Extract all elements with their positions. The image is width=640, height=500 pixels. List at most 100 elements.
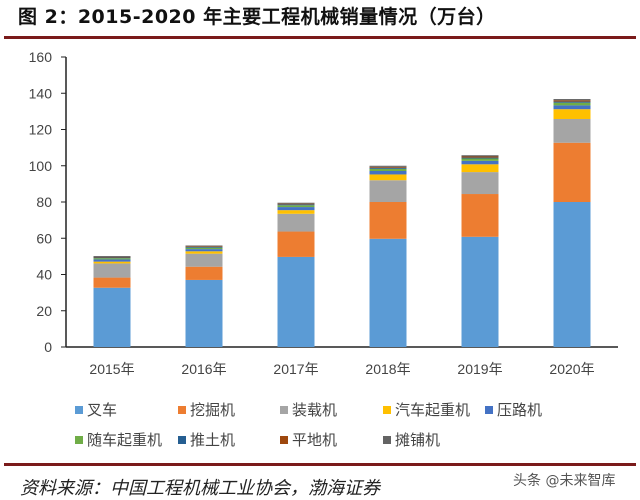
legend-label: 压路机: [497, 401, 543, 419]
bar-segment-2019年-随车起重机: [461, 158, 499, 161]
bar-segment-2016年-汽车起重机: [185, 251, 223, 254]
legend-swatch: [75, 405, 83, 414]
legend-swatch: [178, 405, 186, 414]
legend-label: 随车起重机: [87, 431, 163, 449]
legend-item: 平地机: [280, 429, 337, 450]
x-tick-label: 2018年: [365, 361, 410, 377]
bar-segment-2016年-挖掘机: [185, 266, 223, 280]
bar-segment-2017年-挖掘机: [277, 231, 315, 257]
bar-segment-2020年-叉车: [553, 202, 591, 347]
legend-swatch: [75, 435, 83, 444]
bar-segment-2015年-随车起重机: [93, 258, 131, 260]
bar-segment-2017年-平地机: [277, 203, 315, 205]
bar-segment-2018年-摊铺机: [369, 165, 407, 167]
bar-segment-2016年-推土机: [185, 246, 223, 248]
legend-label: 汽车起重机: [395, 401, 471, 419]
bar-segment-2016年-装载机: [185, 253, 223, 267]
legend-swatch: [280, 435, 288, 444]
bar-segment-2020年-汽车起重机: [553, 109, 591, 119]
legend-item: 装载机: [280, 399, 337, 420]
stacked-bar-chart: 0 20 40 60 80 100 120 140 160 2015年 2016年 2017年 2018…: [29, 49, 618, 377]
y-tick-label: 80: [36, 194, 52, 210]
legend-swatch: [383, 435, 391, 444]
bar-segment-2017年-汽车起重机: [277, 210, 315, 214]
bar-segment-2015年-平地机: [93, 256, 131, 258]
bar-segment-2018年-压路机: [369, 171, 407, 175]
legend-item: 压路机: [485, 399, 542, 420]
legend-item: 挖掘机: [178, 399, 235, 420]
y-tick-label: 140: [29, 85, 53, 101]
bar-segment-2019年-装载机: [461, 172, 499, 195]
footer-divider: [4, 463, 636, 466]
bar-segment-2015年-装载机: [93, 263, 131, 278]
bar-segment-2018年-装载机: [369, 180, 407, 202]
bar-segment-2016年-随车起重机: [185, 247, 223, 250]
bar-segment-2017年-随车起重机: [277, 205, 315, 208]
source-note: 资料来源：中国工程机械工业协会，渤海证券: [20, 478, 380, 499]
bar-segment-2017年-压路机: [277, 207, 315, 211]
bar-segment-2020年-随车起重机: [553, 102, 591, 106]
bar-segment-2015年-挖掘机: [93, 277, 131, 288]
bar-segment-2020年-装载机: [553, 118, 591, 143]
bar-segment-2020年-压路机: [553, 105, 591, 110]
bar-segment-2020年-挖掘机: [553, 142, 591, 202]
bar-segment-2018年-汽车起重机: [369, 174, 407, 181]
x-tick-label: 2015年: [89, 361, 134, 377]
bar-segment-2019年-挖掘机: [461, 194, 499, 237]
legend-swatch: [485, 405, 493, 414]
bar-segment-2017年-叉车: [277, 256, 315, 347]
bar-segment-2019年-汽车起重机: [461, 164, 499, 173]
legend-item: 推土机: [178, 429, 235, 450]
bar-segment-2018年-推土机: [369, 167, 407, 169]
bar-segment-2019年-摊铺机: [461, 155, 499, 157]
title-divider: [4, 36, 636, 39]
legend-item: 摊铺机: [383, 429, 440, 450]
bar-segment-2015年-压路机: [93, 259, 131, 262]
legend-label: 平地机: [292, 431, 338, 449]
bar-segment-2016年-摊铺机: [185, 245, 223, 247]
legend-swatch: [280, 405, 288, 414]
bar-segment-2018年-挖掘机: [369, 202, 407, 239]
x-tick-label: 2016年: [181, 361, 226, 377]
y-tick-label: 20: [36, 303, 52, 319]
bar-segment-2019年-推土机: [461, 157, 499, 159]
bar-segment-2016年-平地机: [185, 246, 223, 247]
y-tick-label: 60: [36, 230, 52, 246]
y-tick-label: 100: [29, 158, 53, 174]
bar-segment-2015年-摊铺机: [93, 256, 131, 257]
bar-segment-2017年-推土机: [277, 204, 315, 206]
legend-item: 叉车: [75, 399, 117, 420]
legend-label: 叉车: [87, 401, 118, 419]
x-tick-label: 2017年: [273, 361, 318, 377]
y-tick-label: 0: [44, 339, 52, 355]
x-tick-label: 2020年: [549, 361, 594, 377]
bar-segment-2017年-装载机: [277, 213, 315, 232]
bar-segment-2016年-叉车: [185, 279, 223, 347]
bar-segment-2018年-平地机: [369, 166, 407, 168]
legend-label: 挖掘机: [190, 401, 236, 419]
legend-item: 汽车起重机: [383, 399, 470, 420]
legend-item: 随车起重机: [75, 429, 162, 450]
bar-segment-2020年-推土机: [553, 101, 591, 103]
bar-segment-2016年-压路机: [185, 249, 223, 252]
bar-segment-2018年-叉车: [369, 238, 407, 347]
watermark: 头条 @未来智库: [513, 473, 616, 489]
x-tick-label: 2019年: [457, 361, 502, 377]
bar-segment-2015年-汽车起重机: [93, 261, 131, 264]
bar-segment-2015年-叉车: [93, 287, 131, 347]
bar-segment-2020年-摊铺机: [553, 99, 591, 101]
legend-label: 摊铺机: [395, 431, 441, 449]
bar-segment-2019年-平地机: [461, 156, 499, 158]
figure-title: 图 2：2015-2020 年主要工程机械销量情况（万台）: [18, 6, 496, 28]
y-tick-label: 160: [29, 49, 53, 65]
legend-swatch: [178, 435, 186, 444]
bar-segment-2020年-平地机: [553, 100, 591, 102]
bar-segment-2015年-推土机: [93, 257, 131, 259]
y-tick-label: 120: [29, 122, 53, 138]
legend-label: 装载机: [292, 401, 338, 419]
y-tick-label: 40: [36, 267, 52, 283]
legend-swatch: [383, 405, 391, 414]
bar-segment-2019年-叉车: [461, 236, 499, 347]
legend-label: 推土机: [190, 431, 236, 449]
